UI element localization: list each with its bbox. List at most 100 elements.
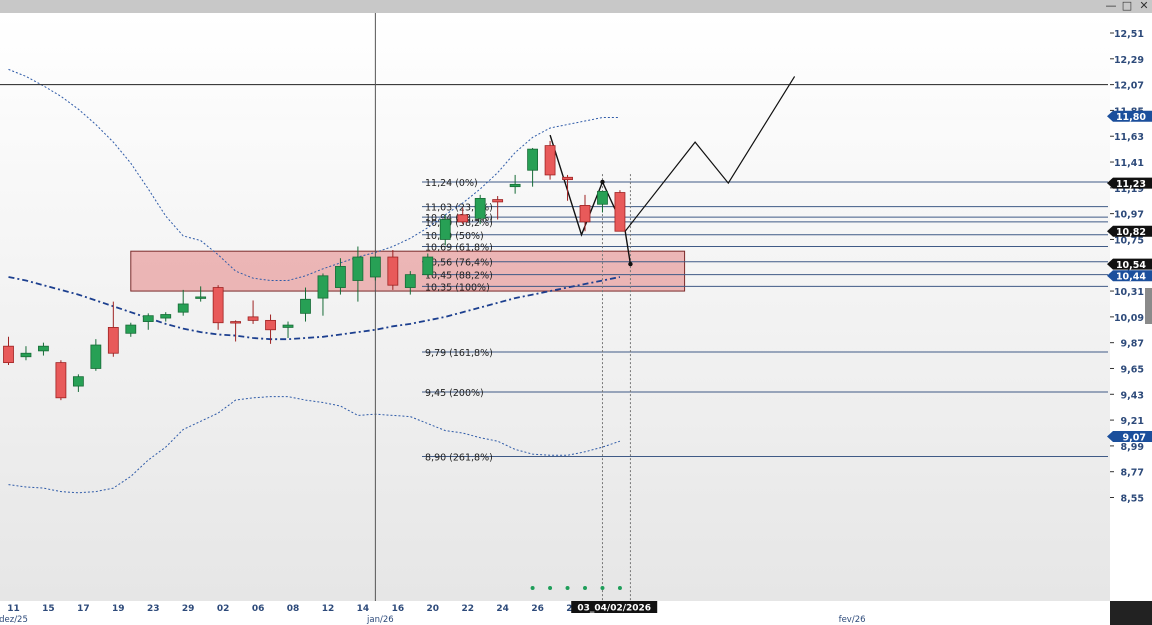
- candle-body[interactable]: [265, 319, 276, 331]
- price-tag-box: [1107, 431, 1152, 443]
- candle-body[interactable]: [509, 183, 521, 188]
- x-tick-label: 19: [112, 604, 125, 614]
- candle-body[interactable]: [562, 176, 573, 181]
- candle-body[interactable]: [107, 327, 119, 354]
- x-tick-label: 22: [461, 604, 474, 614]
- candle-body[interactable]: [369, 256, 381, 278]
- fib-level-label: 10,35 (100%): [425, 282, 490, 293]
- candle-body[interactable]: [282, 324, 294, 328]
- x-tick-label: 16: [392, 604, 405, 614]
- price-tag-box: [1107, 258, 1152, 270]
- x-tick-label: 26: [531, 604, 544, 614]
- candle-body[interactable]: [3, 345, 14, 364]
- y-tick-label: 11,63: [1114, 132, 1144, 143]
- candle-body[interactable]: [20, 352, 32, 358]
- signal-dot: [565, 586, 570, 590]
- x-month-label: fev/26: [839, 615, 866, 625]
- candle-body[interactable]: [177, 303, 189, 313]
- projection-path[interactable]: [624, 76, 796, 232]
- candle-body[interactable]: [439, 219, 451, 240]
- x-tick-label: 14: [357, 604, 370, 614]
- minimize-icon[interactable]: —: [1105, 0, 1117, 12]
- candle-body[interactable]: [195, 296, 207, 299]
- fib-level-label: 10,90 (38,2%): [425, 218, 493, 229]
- candle-body[interactable]: [352, 256, 364, 281]
- fib-level-label: 10,69 (61,8%): [425, 242, 493, 253]
- candle-body[interactable]: [597, 190, 608, 205]
- candle-body[interactable]: [579, 205, 591, 223]
- zigzag-point[interactable]: [600, 179, 605, 185]
- x-tick-label: 06: [252, 604, 265, 614]
- maximize-icon[interactable]: □: [1121, 0, 1133, 12]
- candle-body[interactable]: [317, 275, 329, 299]
- scroll-handle[interactable]: [1145, 288, 1152, 324]
- candle-body[interactable]: [230, 321, 242, 324]
- candle-body[interactable]: [387, 256, 399, 286]
- bollinger-middle-band[interactable]: [8, 276, 621, 341]
- price-tag-box: [1107, 177, 1152, 189]
- x-month-label: dez/25: [0, 615, 28, 625]
- y-tick-label: 10,97: [1114, 210, 1144, 221]
- candle-body[interactable]: [544, 145, 556, 176]
- signal-dot: [548, 586, 553, 590]
- candle-body[interactable]: [335, 266, 346, 288]
- window-title-bar: — □ ✕: [0, 0, 1152, 13]
- price-tag-box: [1107, 225, 1152, 237]
- y-tick-label: 9,43: [1121, 390, 1144, 401]
- price-tag-label: 9,07: [1123, 432, 1146, 443]
- price-tag-label: 11,23: [1116, 179, 1146, 190]
- y-tick-label: 10,75: [1114, 235, 1144, 246]
- price-tag-box: [1107, 270, 1152, 282]
- price-tag-box: [1107, 110, 1152, 122]
- bollinger-upper-band[interactable]: [8, 68, 620, 281]
- price-tag-label: 10,82: [1116, 227, 1146, 238]
- cursor-date-label: 03_04/02/2026: [577, 604, 651, 614]
- fib-level-label: 11,03 (23,6%): [425, 203, 493, 214]
- y-tick-label: 12,51: [1114, 29, 1144, 40]
- candle-body[interactable]: [90, 344, 102, 369]
- close-icon[interactable]: ✕: [1139, 0, 1149, 12]
- y-tick-label: 8,55: [1121, 494, 1144, 505]
- x-tick-label: 08: [287, 604, 300, 614]
- candle-body[interactable]: [247, 316, 259, 321]
- x-tick-label: 02: [217, 604, 230, 614]
- candle-body[interactable]: [38, 345, 49, 352]
- candle-body[interactable]: [527, 148, 538, 171]
- price-tag-label: 10,44: [1116, 272, 1146, 283]
- candle-body[interactable]: [404, 274, 416, 288]
- candle-body[interactable]: [422, 256, 434, 276]
- axis-corner-box: [1110, 601, 1152, 625]
- candle-body[interactable]: [55, 362, 67, 399]
- y-tick-label: 9,87: [1121, 339, 1144, 350]
- candle-body[interactable]: [142, 315, 154, 322]
- y-tick-label: 8,99: [1121, 442, 1144, 453]
- bollinger-lower-band[interactable]: [8, 396, 621, 494]
- y-tick-label: 8,77: [1121, 468, 1144, 479]
- candle-body[interactable]: [125, 324, 137, 334]
- y-tick-label: 12,29: [1114, 55, 1144, 66]
- candle-body[interactable]: [160, 314, 172, 319]
- x-tick-label: 11: [7, 604, 20, 614]
- fib-level-label: 11,24 (0%): [425, 178, 478, 189]
- x-tick-label: 17: [77, 604, 90, 614]
- candle-body[interactable]: [492, 199, 504, 203]
- candle-body[interactable]: [457, 214, 469, 223]
- y-tick-label: 9,65: [1121, 364, 1144, 375]
- y-tick-label: 11,19: [1114, 184, 1144, 195]
- plot-background: [0, 13, 1110, 601]
- signal-dot: [583, 586, 588, 590]
- signal-dot: [617, 586, 622, 590]
- y-tick-label: 11,41: [1114, 158, 1144, 169]
- zigzag-point[interactable]: [628, 261, 633, 267]
- y-tick-label: 10,31: [1114, 287, 1144, 298]
- candle-body[interactable]: [474, 197, 486, 219]
- x-tick-label: 23: [147, 604, 160, 614]
- signal-dot: [600, 586, 605, 590]
- signal-dot: [530, 586, 535, 590]
- candle-body[interactable]: [300, 298, 311, 314]
- candle-body[interactable]: [212, 287, 224, 324]
- candle-body[interactable]: [72, 376, 84, 387]
- candle-body[interactable]: [614, 192, 626, 232]
- y-tick-label: 9,21: [1121, 416, 1144, 427]
